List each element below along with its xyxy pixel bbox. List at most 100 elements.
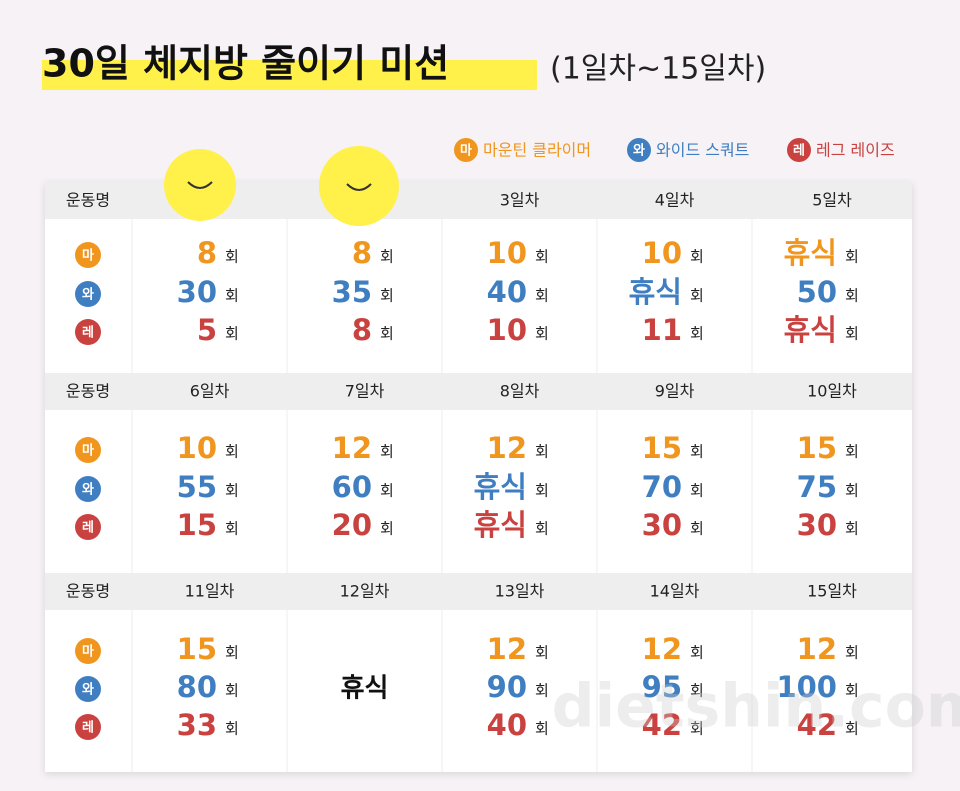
unit: 회 — [690, 325, 704, 343]
row-badge-text: 와 — [82, 682, 94, 698]
unit: 회 — [690, 482, 704, 500]
subtitle: (1일차~15일차) — [550, 52, 766, 87]
day-label: 6일차 — [190, 382, 230, 401]
unit: 회 — [845, 325, 859, 343]
count: 15 — [642, 431, 682, 465]
count: 30 — [177, 275, 217, 309]
unit: 회 — [845, 720, 859, 738]
sticker — [164, 149, 236, 221]
unit: 회 — [535, 248, 549, 266]
day-label: 9일차 — [655, 382, 695, 401]
count: 70 — [642, 470, 682, 504]
unit: 회 — [225, 520, 239, 538]
row-badge — [75, 714, 101, 740]
day-label: 14일차 — [650, 582, 700, 601]
header-row — [45, 373, 912, 410]
unit: 회 — [535, 325, 549, 343]
count: 8 — [352, 313, 372, 347]
day-label: 8일차 — [500, 382, 540, 401]
unit: 회 — [690, 720, 704, 738]
unit: 회 — [845, 520, 859, 538]
count: 12 — [642, 632, 682, 666]
count: 35 — [332, 275, 372, 309]
unit: 회 — [690, 248, 704, 266]
header-cell: 운동명 — [66, 582, 110, 601]
row-badge — [75, 319, 101, 345]
unit: 회 — [225, 682, 239, 700]
unit: 회 — [225, 248, 239, 266]
day-label: 5일차 — [812, 191, 852, 210]
unit: 회 — [535, 682, 549, 700]
row-badge-text: 레 — [82, 721, 94, 736]
count: 휴식 — [474, 470, 527, 504]
count: 80 — [177, 670, 217, 704]
count: 40 — [487, 708, 527, 742]
rest-cell: 휴식 — [341, 674, 389, 704]
unit: 회 — [380, 482, 394, 500]
count: 20 — [332, 508, 372, 542]
count: 12 — [332, 431, 372, 465]
unit: 회 — [845, 248, 859, 266]
count: 8 — [352, 236, 372, 270]
count: 15 — [797, 431, 837, 465]
unit: 회 — [225, 443, 239, 461]
row-badge — [75, 242, 101, 268]
count: 42 — [642, 708, 682, 742]
unit: 회 — [535, 482, 549, 500]
unit: 회 — [380, 443, 394, 461]
day-label: 7일차 — [345, 382, 385, 401]
unit: 회 — [690, 520, 704, 538]
sticker — [319, 146, 399, 226]
unit: 회 — [225, 482, 239, 500]
unit: 회 — [535, 520, 549, 538]
count: 15 — [177, 632, 217, 666]
sticker-face — [346, 183, 372, 191]
unit: 회 — [225, 720, 239, 738]
row-badge-text: 와 — [82, 482, 94, 498]
count: 12 — [487, 632, 527, 666]
count: 95 — [642, 670, 682, 704]
row-badge — [75, 676, 101, 702]
legend-badge-text: 와 — [633, 143, 645, 159]
count: 75 — [797, 470, 837, 504]
day-label: 11일차 — [185, 582, 235, 601]
count: 11 — [642, 313, 682, 347]
legend-badge-text: 마 — [460, 143, 472, 159]
row-badge-text: 마 — [82, 248, 94, 264]
watermark: dietshin.com — [552, 672, 960, 742]
count: 10 — [642, 236, 682, 270]
unit: 회 — [535, 443, 549, 461]
unit: 회 — [845, 443, 859, 461]
day-label: 13일차 — [495, 582, 545, 601]
header-row — [45, 573, 912, 610]
legend-badge — [787, 138, 811, 162]
unit: 회 — [535, 287, 549, 305]
legend-label: 레그 레이즈 — [816, 141, 895, 160]
day-label: 3일차 — [500, 191, 540, 210]
unit: 회 — [845, 287, 859, 305]
count: 12 — [487, 431, 527, 465]
count: 휴식 — [474, 508, 527, 542]
header-cell: 운동명 — [66, 382, 110, 401]
count: 휴식 — [629, 275, 682, 309]
unit: 회 — [690, 287, 704, 305]
row-badge-text: 레 — [82, 521, 94, 536]
title: 30일 체지방 줄이기 미션 — [42, 42, 449, 86]
count: 90 — [487, 670, 527, 704]
legend-badge — [627, 138, 651, 162]
count: 33 — [177, 708, 217, 742]
count: 휴식 — [784, 313, 837, 347]
unit: 회 — [535, 644, 549, 662]
day-label: 15일차 — [807, 582, 857, 601]
unit: 회 — [845, 644, 859, 662]
count: 휴식 — [784, 236, 837, 270]
unit: 회 — [225, 325, 239, 343]
count: 10 — [487, 313, 527, 347]
count: 12 — [797, 632, 837, 666]
count: 10 — [487, 236, 527, 270]
count: 5 — [197, 313, 217, 347]
unit: 회 — [535, 720, 549, 738]
count: 30 — [642, 508, 682, 542]
title-highlight — [42, 60, 537, 90]
